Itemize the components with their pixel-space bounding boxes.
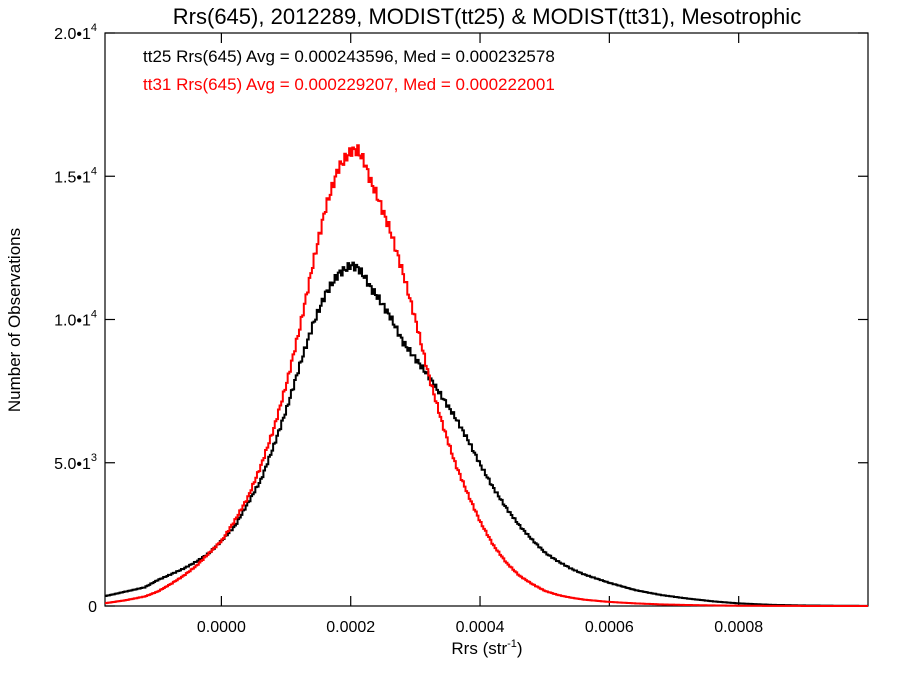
x-tick-label: 0.0002 [326,619,375,636]
y-tick-label: 1.5•14 [54,165,97,186]
legend-entry-0: tt25 Rrs(645) Avg = 0.000243596, Med = 0… [143,47,555,66]
x-tick-label: 0.0000 [197,619,246,636]
y-tick-label: 0 [88,599,97,616]
legend: tt25 Rrs(645) Avg = 0.000243596, Med = 0… [143,47,555,94]
plot-frame [104,32,869,607]
y-tick-label: 5.0•13 [54,452,97,473]
x-tick-label: 0.0004 [456,619,505,636]
x-axis-label: Rrs (str-1) [451,638,522,658]
legend-entry-1: tt31 Rrs(645) Avg = 0.000229207, Med = 0… [143,75,555,94]
series-line-1 [105,144,868,607]
x-tick-label: 0.0008 [714,619,763,636]
y-axis: 0 5.0•13 1.0•14 1.5•14 2.0•14 [54,22,868,616]
y-tick-label: 2.0•14 [54,22,97,43]
y-tick-label: 1.0•14 [54,309,97,330]
series-line-0 [105,261,868,607]
y-axis-label: Number of Observations [5,228,24,412]
chart-title: Rrs(645), 2012289, MODIST(tt25) & MODIST… [173,4,801,29]
x-axis: 0.0000 0.0002 0.0004 0.0006 0.0008 [197,33,763,636]
x-tick-label: 0.0006 [585,619,634,636]
series-group [105,144,868,607]
